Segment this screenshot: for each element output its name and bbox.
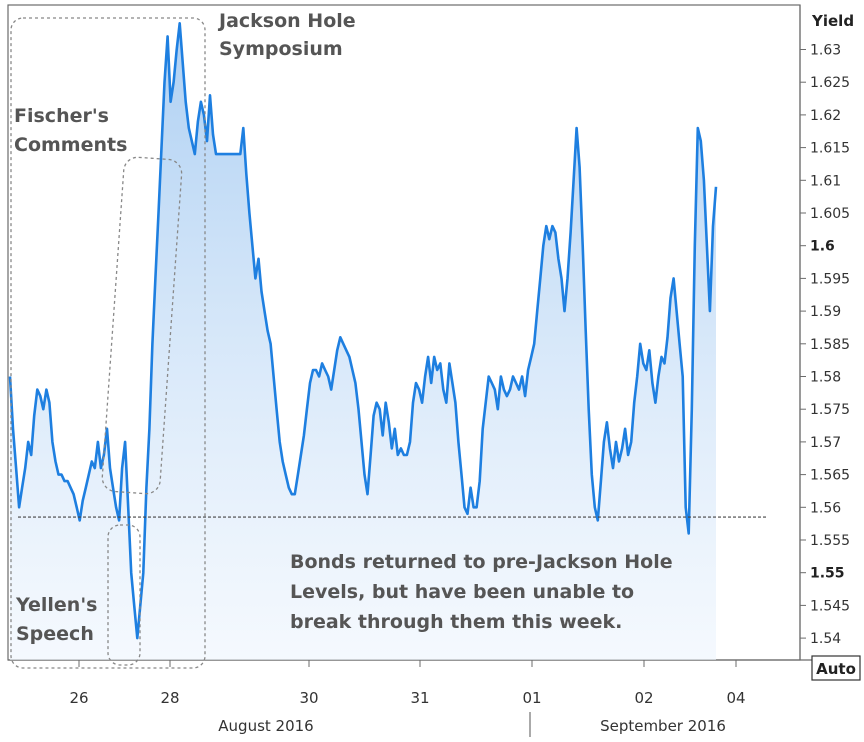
jackson-hole-label-line2: Symposium [219,38,343,60]
yellen-label-line1: Yellen's [15,594,97,616]
yellen-label-line2: Speech [16,623,94,645]
x-tick-label: 31 [410,689,429,707]
y-tick-label: 1.605 [810,206,850,222]
x-tick-label: 26 [69,689,88,707]
y-tick-label: 1.565 [810,468,850,484]
yield-line [8,22,718,640]
y-tick-label: 1.55 [810,566,845,582]
x-tick-label: 02 [634,689,653,707]
x-tick-label: 04 [726,689,745,707]
auto-button-box[interactable] [811,655,861,681]
y-tick-label: 1.555 [810,533,850,549]
month-label-september: September 2016 [600,717,726,735]
x-tick-label: 30 [299,689,318,707]
bonds-note-line1: Bonds returned to pre-Jackson Hole [290,551,673,573]
y-axis-ticks: 1.63 1.625 1.62 1.615 1.61 1.605 1.6 1.595 1.59 1… [800,43,850,647]
fischer-box [101,156,183,495]
y-tick-label: 1.545 [810,598,850,614]
jackson-hole-label-line1: Jackson Hole [217,10,356,32]
y-tick-label: 1.62 [810,108,841,124]
y-tick-label: 1.595 [810,271,850,287]
y-tick-label: 1.63 [810,43,841,59]
y-tick-label: 1.625 [810,75,850,91]
x-tick-label: 01 [522,689,541,707]
fischer-label-line1: Fischer's [14,105,109,127]
jackson-hole-box [10,17,206,669]
x-tick-label: 28 [160,689,179,707]
yield-area [10,23,716,661]
bonds-note-line3: break through them this week. [290,611,622,633]
auto-button-label[interactable]: Auto [816,660,856,678]
y-tick-label: 1.61 [810,173,841,189]
y-tick-label: 1.54 [810,631,841,647]
yellen-box [107,524,141,666]
x-axis-ticks: 26 28 30 31 01 02 04 [69,660,746,707]
y-tick-label: 1.56 [810,500,841,516]
y-tick-label: 1.57 [810,435,841,451]
y-tick-label: 1.59 [810,304,841,320]
y-tick-label: 1.585 [810,337,850,353]
month-label-august: August 2016 [218,717,313,735]
fischer-label-line2: Comments [14,134,127,156]
y-tick-label: 1.615 [810,141,850,157]
auto-scale-button[interactable]: Auto [811,655,861,681]
y-axis-title: Yield [811,12,854,30]
y-tick-label: 1.58 [810,370,841,386]
y-tick-label: 1.6 [810,239,835,255]
bonds-note-line2: Levels, but have been unable to [290,581,634,603]
y-tick-label: 1.575 [810,402,850,418]
